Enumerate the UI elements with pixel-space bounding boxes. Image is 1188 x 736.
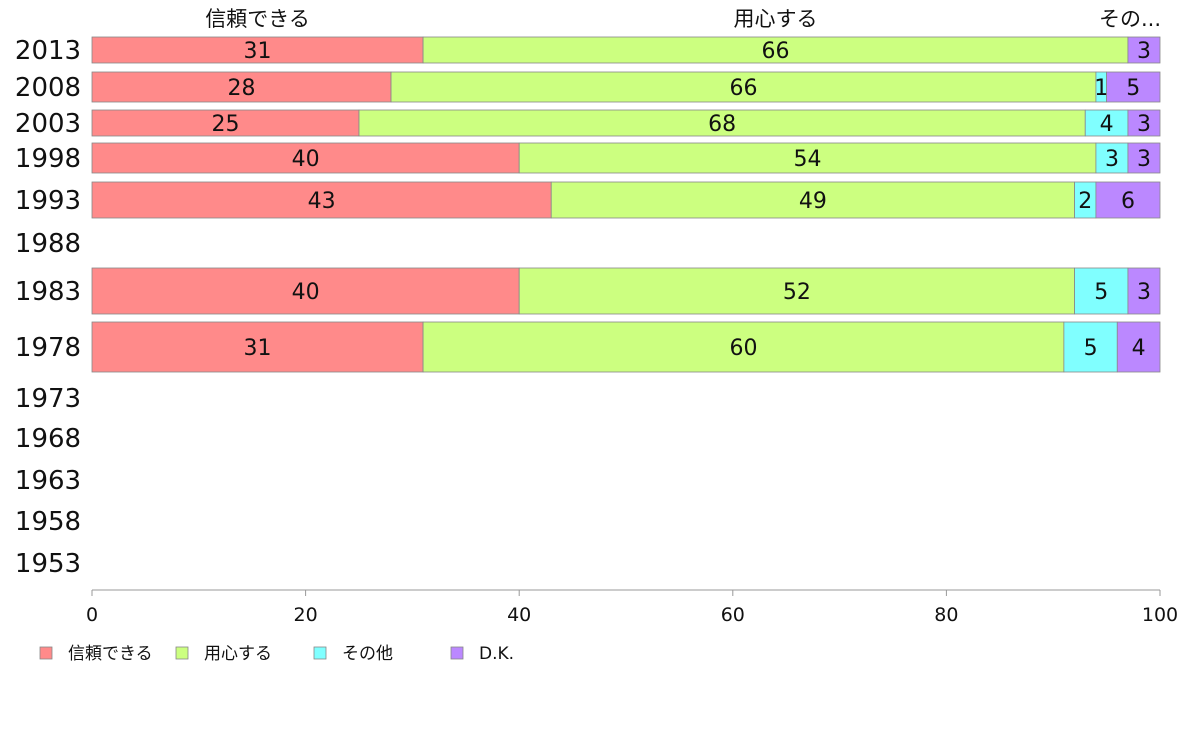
bar-1983-series-1: [518, 267, 1075, 315]
data-label-2008-series-3: 5: [1126, 76, 1140, 101]
category-label-2013: 2013: [15, 36, 81, 66]
data-label-1978-series-0: 31: [244, 336, 272, 361]
data-label-2013-series-1: 66: [762, 39, 790, 64]
bar-1978-series-0: [91, 321, 424, 373]
bar-1993-series-3: [1095, 181, 1161, 219]
category-label-1978: 1978: [15, 333, 81, 363]
category-label-1963: 1963: [15, 466, 81, 496]
legend-label-3: D.K.: [479, 644, 514, 664]
data-label-1993-series-3: 6: [1121, 189, 1135, 214]
category-label-1983: 1983: [15, 277, 81, 307]
bar-1998-series-2: [1095, 142, 1129, 174]
bar-2008-series-0: [91, 71, 392, 103]
category-label-1988: 1988: [15, 229, 81, 259]
data-label-1983-series-3: 3: [1137, 280, 1151, 305]
x-tick-label-100: 100: [1142, 604, 1178, 626]
bar-1983-series-2: [1074, 267, 1129, 315]
x-tick-label-0: 0: [86, 604, 98, 626]
category-label-1968: 1968: [15, 424, 81, 454]
data-label-2013-series-3: 3: [1137, 39, 1151, 64]
data-label-1978-series-1: 60: [729, 336, 757, 361]
data-label-1978-series-3: 4: [1132, 336, 1146, 361]
data-label-1983-series-0: 40: [292, 280, 320, 305]
category-label-2003: 2003: [15, 109, 81, 139]
data-label-2008-series-0: 28: [228, 76, 256, 101]
bar-1998-series-1: [518, 142, 1097, 174]
legend-swatch-3: [450, 646, 464, 660]
data-label-2003-series-2: 4: [1100, 112, 1114, 137]
data-label-1998-series-1: 54: [794, 147, 822, 172]
data-label-2003-series-1: 68: [708, 112, 736, 137]
data-label-1993-series-2: 2: [1078, 189, 1092, 214]
category-label-2008: 2008: [15, 73, 81, 103]
data-label-2008-series-2: 1: [1094, 76, 1108, 101]
bar-2003-series-2: [1084, 109, 1129, 137]
category-label-1973: 1973: [15, 384, 81, 414]
bar-1978-series-1: [422, 321, 1065, 373]
legend-label-1: 用心する: [204, 644, 272, 664]
x-tick-label-60: 60: [721, 604, 745, 626]
bar-2003-series-3: [1127, 109, 1161, 137]
legend-label-2: その他: [342, 644, 393, 664]
bar-2013-series-0: [91, 36, 424, 64]
bar-1983-series-3: [1127, 267, 1161, 315]
category-label-1958: 1958: [15, 507, 81, 537]
top-label-1: 用心する: [734, 7, 818, 31]
bar-1998-series-3: [1127, 142, 1161, 174]
data-label-2003-series-3: 3: [1137, 112, 1151, 137]
data-label-1993-series-1: 49: [799, 189, 827, 214]
legend-swatch-2: [313, 646, 327, 660]
bar-1993-series-0: [91, 181, 552, 219]
bar-2008-series-1: [390, 71, 1097, 103]
data-label-1993-series-0: 43: [308, 189, 336, 214]
category-label-1953: 1953: [15, 549, 81, 579]
bar-1998-series-0: [91, 142, 520, 174]
bar-2003-series-0: [91, 109, 360, 137]
data-label-1983-series-1: 52: [783, 280, 811, 305]
category-label-1993: 1993: [15, 186, 81, 216]
top-label-2: その...: [1099, 7, 1161, 31]
data-label-1998-series-3: 3: [1137, 147, 1151, 172]
bar-1983-series-0: [91, 267, 520, 315]
bar-1978-series-3: [1116, 321, 1161, 373]
data-label-2008-series-1: 66: [729, 76, 757, 101]
bar-1978-series-2: [1063, 321, 1118, 373]
bar-2013-series-3: [1127, 36, 1161, 64]
legend-swatch-0: [39, 646, 53, 660]
legend-label-0: 信頼できる: [68, 644, 153, 664]
data-label-2013-series-0: 31: [244, 39, 272, 64]
x-tick-label-40: 40: [507, 604, 531, 626]
data-label-2003-series-0: 25: [212, 112, 240, 137]
x-tick-label-20: 20: [294, 604, 318, 626]
category-label-1998: 1998: [15, 144, 81, 174]
bar-2008-series-3: [1106, 71, 1161, 103]
legend-swatch-1: [175, 646, 189, 660]
data-label-1998-series-2: 3: [1105, 147, 1119, 172]
bar-2003-series-1: [358, 109, 1086, 137]
x-tick-label-80: 80: [934, 604, 958, 626]
data-label-1983-series-2: 5: [1094, 280, 1108, 305]
data-label-1998-series-0: 40: [292, 147, 320, 172]
top-label-0: 信頼できる: [205, 7, 310, 31]
data-label-1978-series-2: 5: [1084, 336, 1098, 361]
bar-2013-series-1: [422, 36, 1129, 64]
